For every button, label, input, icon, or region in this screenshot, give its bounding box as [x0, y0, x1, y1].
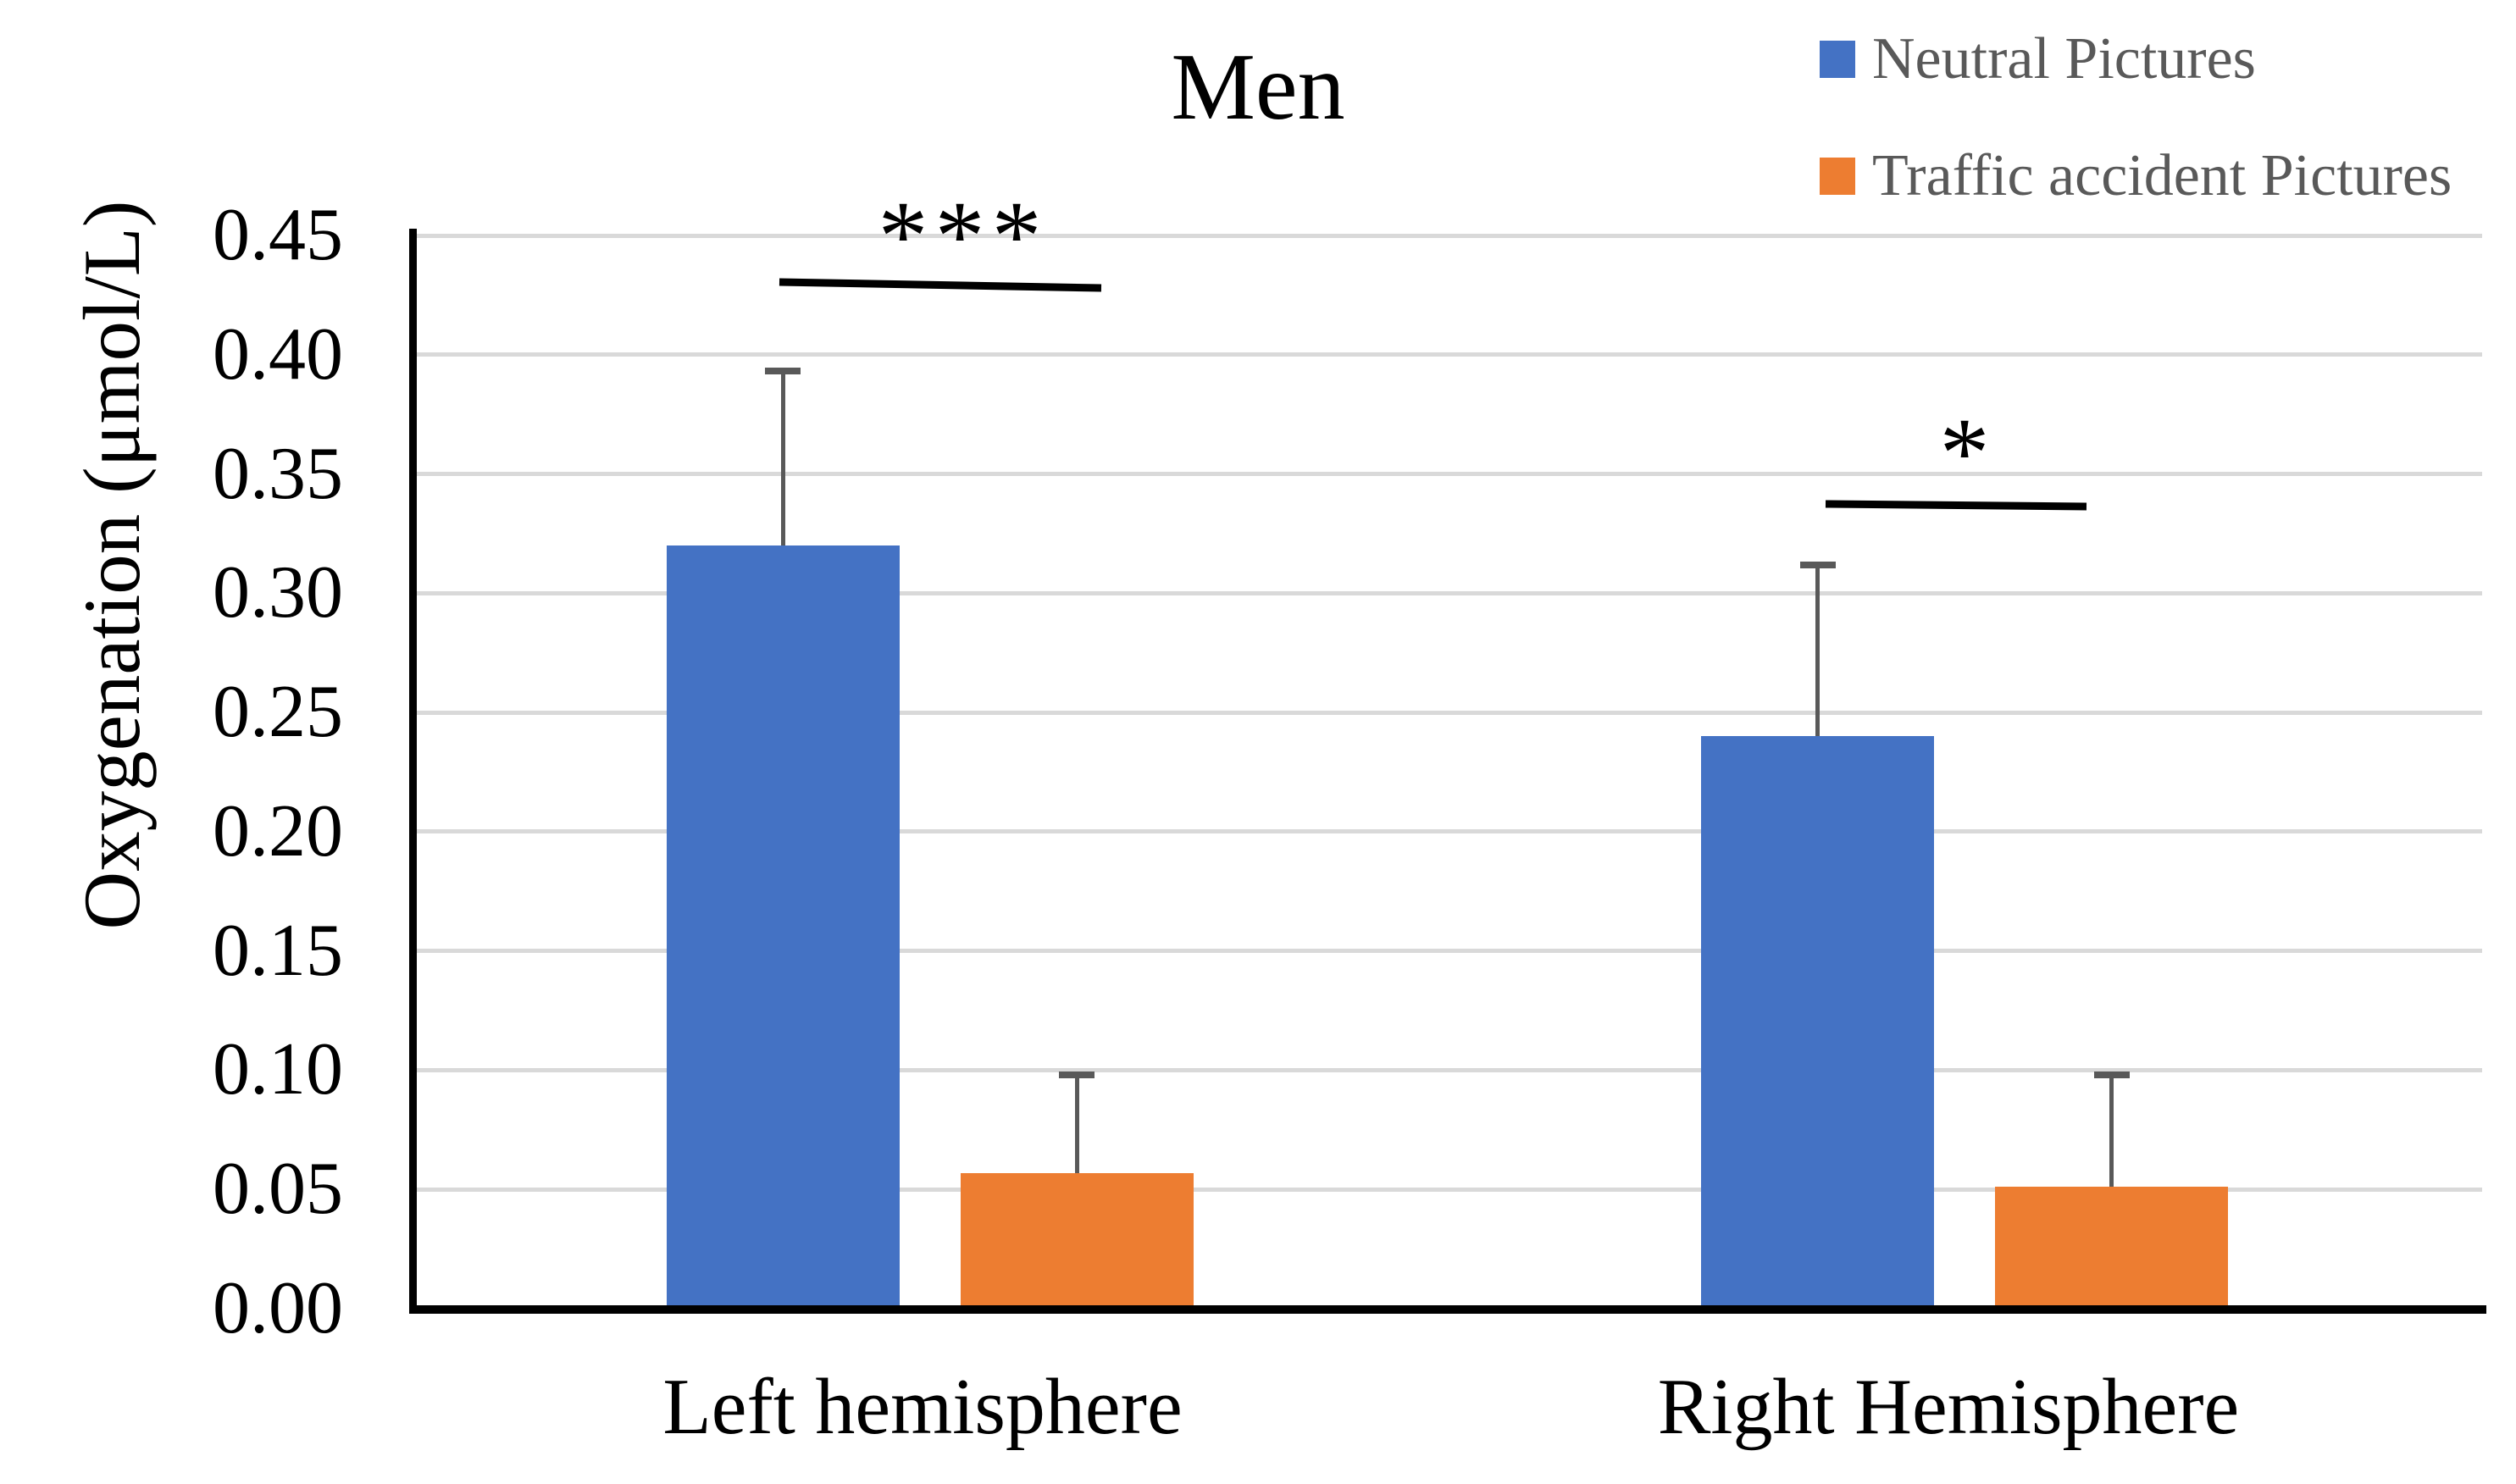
bar-traffic-1: [1995, 1187, 2229, 1309]
gridline: [413, 710, 2482, 715]
gridline: [413, 590, 2482, 595]
error-bar-cap: [1059, 1071, 1095, 1079]
bar-traffic-0: [960, 1172, 1194, 1309]
bar-neutral-0: [666, 545, 900, 1309]
y-tick-label: 0.35: [213, 432, 343, 515]
y-tick-label: 0.25: [213, 671, 343, 754]
y-tick-label: 0.40: [213, 313, 343, 396]
y-tick-label: 0.30: [213, 551, 343, 634]
legend-swatch-neutral-icon: [1820, 41, 1855, 78]
error-bar-cap: [1799, 561, 1836, 568]
legend-label-traffic: Traffic accident Pictures: [1872, 143, 2452, 208]
gridline: [413, 829, 2482, 834]
gridline: [413, 472, 2482, 477]
error-bar-whisker: [1074, 1075, 1079, 1173]
chart-title: Men: [1171, 35, 1345, 140]
significance-label-left: ***: [878, 180, 1049, 291]
x-category-label-left: Left hemisphere: [662, 1363, 1183, 1451]
x-category-label-right: Right Hemisphere: [1657, 1363, 2240, 1451]
gridline: [413, 1067, 2482, 1072]
y-tick-label: 0.15: [213, 909, 343, 992]
legend-swatch-traffic-icon: [1820, 158, 1855, 195]
gridline: [413, 352, 2482, 357]
error-bar-whisker: [780, 371, 785, 546]
y-axis-line: [409, 229, 417, 1314]
error-bar-whisker: [2109, 1075, 2114, 1188]
y-tick-label: 0.45: [213, 194, 343, 276]
y-tick-label: 0.10: [213, 1028, 343, 1111]
y-tick-label: 0.05: [213, 1148, 343, 1231]
x-axis-line: [409, 1305, 2486, 1314]
gridline: [413, 233, 2482, 238]
error-bar-cap: [765, 368, 801, 375]
y-tick-label: 0.00: [213, 1267, 343, 1349]
gridline: [413, 949, 2482, 954]
gridline: [413, 1187, 2482, 1192]
bar-neutral-1: [1701, 736, 1935, 1309]
y-tick-label: 0.20: [213, 789, 343, 872]
error-bar-whisker: [1815, 564, 1820, 737]
legend-label-neutral: Neutral Pictures: [1872, 26, 2256, 91]
significance-label-right: *: [1939, 397, 1997, 508]
error-bar-cap: [2093, 1071, 2130, 1079]
